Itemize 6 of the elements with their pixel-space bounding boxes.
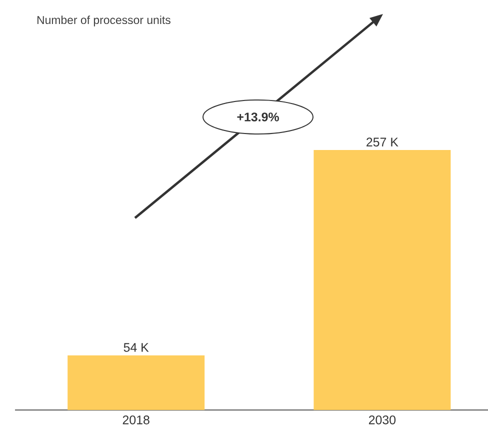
x-tick-label: 2018 xyxy=(122,416,150,424)
x-tick-label: 2030 xyxy=(368,416,396,424)
data-label: 257 K xyxy=(366,138,398,146)
data-label: 54 K xyxy=(124,343,149,352)
text: +13.9% xyxy=(237,112,279,122)
chart-title: Number of processor units xyxy=(37,16,170,26)
